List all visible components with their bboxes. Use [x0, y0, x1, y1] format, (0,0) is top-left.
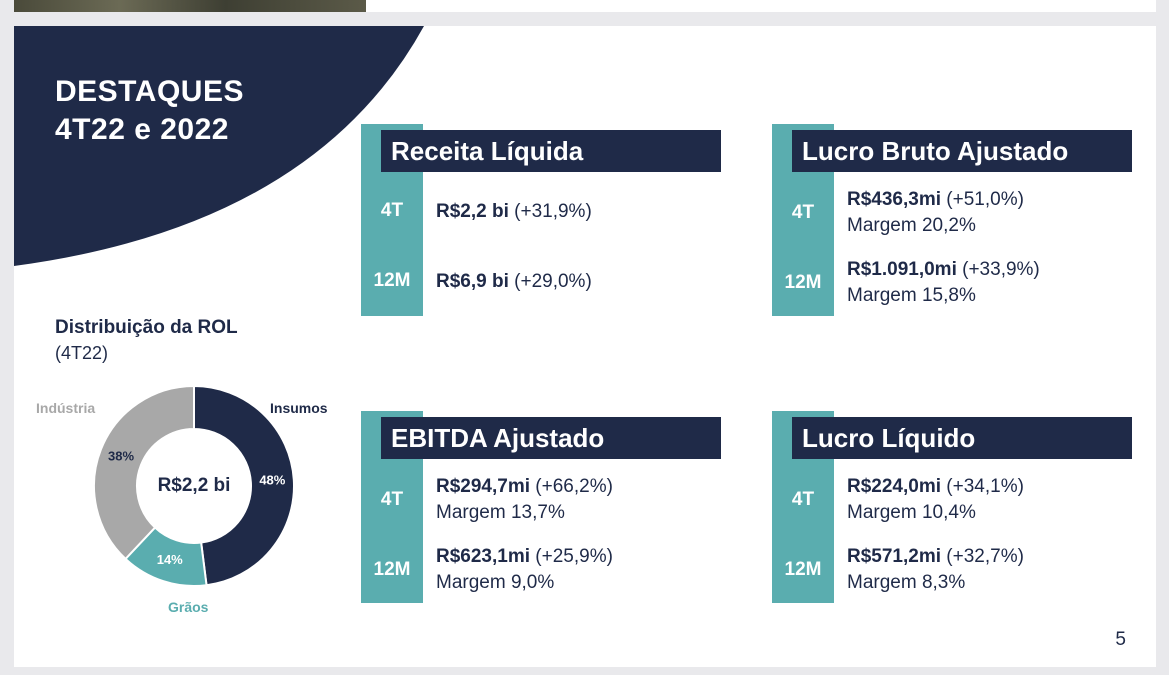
donut-center-value: R$2,2 bi	[158, 475, 231, 496]
period-label: 12M	[373, 270, 411, 291]
kpi-header: Lucro Bruto Ajustado	[792, 130, 1132, 172]
kpi-margin: Margem 10,4%	[847, 502, 976, 523]
slide: DESTAQUES 4T22 e 2022 Receita Líquida 4T…	[14, 26, 1156, 667]
kpi-header: Lucro Líquido	[792, 417, 1132, 459]
period-label: 12M	[373, 559, 411, 580]
donut-slice-insumos	[193, 384, 295, 587]
kpi-margin: Margem 13,7%	[436, 502, 565, 523]
kpi-value: R$623,1mi	[436, 546, 531, 567]
kpi-value-line: R$6,9 bi (+29,0%)	[436, 270, 592, 294]
rol-title: Distribuição da ROL	[55, 317, 238, 338]
donut-slice-industria	[93, 384, 195, 561]
kpi-value-line: R$2,2 bi (+31,9%)	[436, 200, 592, 224]
kpi-change: (+33,9%)	[956, 259, 1040, 280]
segment-name-graos: Grãos	[168, 599, 209, 615]
kpi-value-line: R$224,0mi (+34,1%)	[847, 475, 1024, 499]
segment-name-industria: Indústria	[36, 400, 96, 416]
kpi-change: (+66,2%)	[530, 476, 613, 497]
kpi-ebitda-ajustado: EBITDA Ajustado 4T R$294,7mi (+66,2%) Ma…	[361, 411, 721, 603]
rol-donut-chart: 48% 14% 38% R$2,2 bi	[93, 384, 295, 587]
previous-slide-card	[366, 0, 1156, 12]
kpi-value: R$224,0mi	[847, 476, 942, 497]
page-number: 5	[1115, 629, 1126, 650]
page-title: DESTAQUES 4T22 e 2022	[55, 73, 244, 149]
kpi-change: (+51,0%)	[941, 189, 1024, 210]
kpi-header: EBITDA Ajustado	[381, 417, 721, 459]
kpi-value-line: R$436,3mi (+51,0%)	[847, 188, 1024, 212]
kpi-change: (+25,9%)	[530, 546, 613, 567]
period-label: 4T	[791, 202, 815, 223]
kpi-change: (+31,9%)	[508, 201, 592, 222]
kpi-value: R$6,9 bi	[436, 271, 509, 292]
kpi-header: Receita Líquida	[381, 130, 721, 172]
title-line-2: 4T22 e 2022	[55, 113, 229, 146]
donut-label-industria: 38%	[108, 449, 134, 464]
kpi-value: R$436,3mi	[847, 189, 942, 210]
kpi-change: (+32,7%)	[941, 546, 1024, 567]
kpi-value: R$1.091,0mi	[847, 259, 957, 280]
period-label: 4T	[791, 489, 815, 510]
period-label: 4T	[380, 200, 404, 221]
title-line-1: DESTAQUES	[55, 75, 244, 108]
kpi-margin: Margem 15,8%	[847, 285, 976, 306]
donut-label-insumos: 48%	[259, 473, 285, 488]
kpi-receita-liquida: Receita Líquida 4T R$2,2 bi (+31,9%) 12M…	[361, 124, 721, 316]
kpi-value-line: R$571,2mi (+32,7%)	[847, 545, 1024, 569]
kpi-value: R$294,7mi	[436, 476, 531, 497]
kpi-margin: Margem 9,0%	[436, 572, 555, 593]
kpi-value-line: R$294,7mi (+66,2%)	[436, 475, 613, 499]
kpi-change: (+34,1%)	[941, 476, 1024, 497]
corner-shape	[14, 26, 424, 266]
kpi-value-line: R$1.091,0mi (+33,9%)	[847, 258, 1040, 282]
kpi-margin: Margem 20,2%	[847, 215, 976, 236]
donut-label-graos: 14%	[157, 552, 183, 567]
kpi-lucro-liquido: Lucro Líquido 4T R$224,0mi (+34,1%) Marg…	[772, 411, 1132, 603]
segment-name-insumos: Insumos	[270, 400, 328, 416]
kpi-margin: Margem 8,3%	[847, 572, 966, 593]
previous-slide-photo	[14, 0, 366, 12]
period-label: 12M	[784, 559, 822, 580]
period-label: 12M	[784, 272, 822, 293]
kpi-lucro-bruto-ajustado: Lucro Bruto Ajustado 4T R$436,3mi (+51,0…	[772, 124, 1132, 316]
kpi-change: (+29,0%)	[508, 271, 592, 292]
rol-subtitle: (4T22)	[55, 343, 109, 363]
kpi-value: R$571,2mi	[847, 546, 942, 567]
period-label: 4T	[380, 489, 404, 510]
kpi-value-line: R$623,1mi (+25,9%)	[436, 545, 613, 569]
kpi-value: R$2,2 bi	[436, 201, 509, 222]
